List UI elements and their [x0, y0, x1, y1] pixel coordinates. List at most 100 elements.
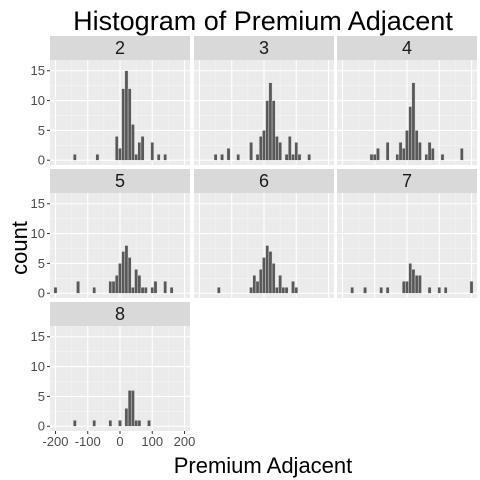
histogram-bar — [418, 275, 422, 294]
histogram-bar — [297, 154, 302, 161]
histogram-bar — [278, 142, 282, 161]
histogram-bar — [275, 136, 279, 161]
histogram-bar — [217, 287, 221, 294]
histogram-bar — [220, 154, 224, 161]
histogram-bar — [291, 281, 295, 294]
histogram-bar — [95, 154, 100, 161]
facet-strip — [337, 36, 477, 60]
y-tick-label: 0 — [38, 286, 45, 301]
y-tick-label: 10 — [31, 359, 45, 374]
facet-strip-label: 5 — [115, 171, 125, 191]
histogram-bar — [281, 287, 286, 294]
histogram-bar — [163, 281, 167, 294]
facet-panels: 2 0 5 10 15 3 4 5 0 5 10 15 6 7 8 0 5 10 15 -200 -100 0 100 200 — [31, 36, 477, 449]
histogram-bar — [350, 287, 354, 294]
x-tick-label: 0 — [116, 434, 123, 449]
histogram-bar — [414, 130, 419, 161]
histogram-bar — [226, 148, 231, 161]
histogram-bar — [385, 142, 390, 161]
histogram-bar — [252, 275, 257, 294]
histogram-bar — [262, 130, 266, 161]
histogram-bar — [278, 275, 282, 294]
histogram-bar — [398, 142, 403, 161]
y-tick-label: 15 — [31, 63, 45, 78]
y-tick-label: 15 — [31, 329, 45, 344]
histogram-bar — [150, 287, 155, 294]
facet-strip-label: 6 — [259, 171, 269, 191]
histogram-bar — [127, 88, 132, 161]
histogram-bar — [131, 124, 135, 161]
histogram-bar — [134, 420, 138, 427]
histogram-bar — [127, 257, 132, 294]
histogram-bar — [140, 287, 145, 294]
histogram-bar — [156, 154, 161, 161]
histogram-bar — [427, 287, 432, 294]
histogram-bar — [408, 263, 413, 294]
histogram-bar — [153, 281, 158, 294]
histogram-bar — [255, 154, 260, 161]
histogram-bar — [271, 263, 276, 294]
y-tick-label: 15 — [31, 196, 45, 211]
histogram-bar — [401, 148, 406, 161]
histogram-bar — [53, 287, 58, 294]
histogram-bar — [376, 148, 380, 161]
histogram-bar — [424, 154, 429, 161]
histogram-bar — [294, 287, 299, 294]
histogram-bar — [258, 269, 263, 294]
facet-strip-label: 3 — [259, 38, 269, 58]
histogram-bar — [124, 408, 129, 427]
x-tick-label: 100 — [141, 434, 163, 449]
histogram-bar — [76, 281, 80, 294]
facet-strip-label: 2 — [115, 38, 125, 58]
histogram-bar — [379, 287, 384, 294]
histogram-bar — [418, 142, 422, 161]
histogram-bar — [291, 154, 295, 161]
histogram-bar — [111, 281, 116, 294]
histogram-bar — [124, 70, 129, 161]
facet-panel-4: 4 — [337, 36, 477, 165]
histogram-bar — [427, 142, 432, 161]
histogram-bar — [411, 269, 416, 294]
x-tick-label: -100 — [75, 434, 101, 449]
histogram-bar — [137, 142, 142, 161]
histogram-bar — [131, 287, 135, 294]
histogram-bar — [249, 142, 253, 161]
histogram-bar — [287, 136, 292, 161]
facet-panel-5: 5 0 5 10 15 — [31, 169, 190, 301]
facet-strip — [50, 36, 190, 60]
histogram-bar — [411, 82, 416, 161]
facet-strip — [194, 169, 334, 193]
histogram-bar — [92, 420, 97, 427]
y-tick-label: 5 — [38, 123, 45, 138]
histogram-bar — [414, 275, 419, 294]
histogram-bar — [137, 275, 142, 294]
histogram-bar — [127, 390, 132, 427]
facet-strip — [50, 169, 190, 193]
histogram-bar — [124, 245, 129, 294]
histogram-bar — [169, 287, 174, 294]
y-tick-label: 5 — [38, 389, 45, 404]
histogram-bar — [405, 130, 409, 161]
facet-panel-6: 6 — [194, 169, 334, 298]
histogram-bar — [118, 263, 122, 294]
y-tick-label: 10 — [31, 93, 45, 108]
facet-strip — [50, 302, 190, 326]
histogram-bar — [249, 287, 253, 294]
histogram-bar — [150, 142, 155, 161]
histogram-bar — [92, 287, 97, 294]
histogram-bar — [372, 154, 377, 161]
histogram-bar — [134, 154, 138, 161]
histogram-bar — [265, 100, 270, 161]
y-tick-label: 0 — [38, 153, 45, 168]
facet-strip-label: 8 — [115, 304, 125, 324]
histogram-bar — [369, 154, 374, 161]
histogram-bar — [255, 281, 260, 294]
y-tick-label: 10 — [31, 226, 45, 241]
histogram-bar — [430, 148, 435, 161]
facet-strip-label: 7 — [402, 171, 412, 191]
histogram-bar — [114, 275, 119, 294]
histogram-bar — [121, 251, 126, 294]
histogram-bar — [271, 100, 276, 161]
histogram-bar — [163, 154, 167, 161]
histogram-bar — [284, 287, 289, 294]
